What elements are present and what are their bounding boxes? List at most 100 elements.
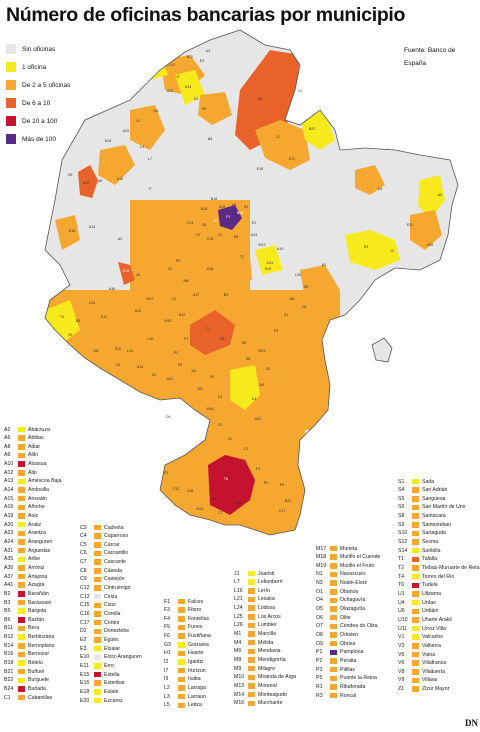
municipality-code-label: B24 (237, 211, 243, 215)
municipality-code-label: U6 (98, 179, 103, 183)
municipality-code-label: C12 (173, 487, 180, 491)
municipality-code-label: B21 (285, 499, 291, 503)
map-label-layer: U4 E3 B11 L21 I2 S14 A23 D2 S9 G3 L5 A20 B18 L3 L7 U1 B6… (60, 49, 442, 515)
municipality-code-label: P2 (174, 351, 178, 355)
municipality-code-label: M9 (198, 387, 203, 391)
municipality-code-label: B22 (309, 127, 315, 131)
municipality-code-label: E10 (265, 267, 271, 271)
municipality-code-label: B6 (258, 97, 262, 101)
municipality-code-label: F4 (256, 467, 260, 471)
municipality-code-label: S1 (284, 313, 288, 317)
legend-swatch (6, 98, 16, 108)
legend-item: De 6 a 10 (6, 94, 116, 112)
municipality-code-label: B5 (76, 319, 80, 323)
legend-item: Más de 100 (6, 130, 116, 148)
municipality-code-label: T6 (224, 477, 228, 481)
municipality-code-label: P1 (226, 215, 230, 219)
municipality-code-label: T2 (240, 255, 244, 259)
municipality-code-label: V6 (210, 375, 214, 379)
municipality-code-label: S9 (202, 107, 206, 111)
page-title: Número de oficinas bancarias por municip… (6, 4, 406, 26)
municipality-code-label: A12 (135, 309, 141, 313)
municipality-code-label: V2 (228, 437, 232, 441)
municipality-code-label: B2 (214, 219, 218, 223)
source-note: Fuente: Banco de España (404, 47, 456, 67)
municipality-code-label: A16 (207, 267, 213, 271)
municipality-code-label: F5 (178, 363, 182, 367)
alsasua-area (78, 165, 98, 198)
municipality-code-label: A9 (438, 193, 442, 197)
municipality-code-label: E20 (407, 223, 413, 227)
municipality-code-label: L21 (169, 63, 175, 67)
municipality-code-label: I2 (177, 75, 180, 79)
municipality-code-label: P5 (176, 259, 180, 263)
municipality-code-label: V5 (68, 333, 72, 337)
municipality-code-label: O8 (202, 223, 207, 227)
municipality-code-label: L26 (295, 273, 301, 277)
municipality-code-label: A24 (251, 233, 257, 237)
legend-swatch (6, 134, 16, 144)
municipality-code-label: C7 (218, 511, 223, 515)
municipality-code-label: P3 (274, 329, 278, 333)
municipality-code-label: C8 (302, 305, 307, 309)
municipality-code-label: A14 (137, 365, 143, 369)
municipality-code-label: E2 (252, 221, 256, 225)
municipality-code-label: E15 (123, 269, 129, 273)
municipality-code-label: A6 (212, 497, 216, 501)
municipality-code-label: C4 (252, 397, 257, 401)
municipality-code-label: C1 (244, 447, 249, 451)
municipality-code-label: R1 (264, 481, 269, 485)
municipality-code-label: F6 (280, 483, 284, 487)
municipality-code-label: C6 (266, 367, 271, 371)
municipality-code-label: U1 (208, 137, 213, 141)
municipality-code-label: O1 (168, 267, 173, 271)
petilla-enclave (371, 337, 393, 363)
legend-swatch (6, 116, 16, 126)
municipality-code-label: L3 (140, 145, 144, 149)
municipality-code-label: A19 (277, 247, 283, 251)
municipality-code-label: O7 (196, 233, 201, 237)
municipality-code-label: H1 (244, 205, 249, 209)
municipality-code-label: U1 (208, 137, 213, 141)
municipality-code-label: R3 (364, 245, 369, 249)
municipality-code-label: M18 (207, 407, 214, 411)
municipality-code-label: C9 (218, 423, 223, 427)
municipality-code-label: E16 (257, 167, 263, 171)
municipality-code-label: S5 (304, 285, 308, 289)
municipality-code-label: U11 (267, 261, 273, 265)
legend-item: De 10 a 100 (6, 112, 116, 130)
legend-item: Sin oficinas (6, 40, 116, 58)
municipality-code-label: S10 (115, 347, 121, 351)
municipality-code-label: M4 (260, 383, 265, 387)
municipality-code-label: L16 (147, 337, 153, 341)
municipality-code-label: T4 (60, 315, 64, 319)
municipality-code-label: M13 (259, 243, 266, 247)
pamplona-area (218, 205, 242, 230)
municipality-code-label: S14 (185, 85, 191, 89)
municipality-code-label: M19 (259, 349, 266, 353)
municipality-code-label: F1 (184, 337, 188, 341)
municipality-code-label: A2 (118, 237, 122, 241)
municipality-code-label: A37 (193, 293, 199, 297)
municipality-code-label: A31 (255, 417, 261, 421)
municipality-code-label: A13 (89, 225, 95, 229)
municipality-code-label: L5 (136, 119, 140, 123)
municipality-code-label: O6 (220, 337, 225, 341)
municipality-code-label: M10 (165, 319, 172, 323)
legend-label: De 2 a 5 oficinas (22, 81, 71, 89)
municipality-code-label: J1 (276, 135, 280, 139)
legend: Sin oficinas 1 oficina De 2 a 5 oficinas De… (6, 40, 116, 148)
municipality-code-label: L25 (89, 301, 95, 305)
municipality-code-label: L2 (172, 297, 176, 301)
municipality-code-label: T1 (206, 327, 210, 331)
municipality-code-label: M17 (147, 297, 154, 301)
tudela-area (208, 455, 255, 515)
municipality-code-label: B16 (211, 197, 217, 201)
municipality-code-label: M6 (94, 349, 99, 353)
municipality-code-label: U4 (206, 49, 211, 53)
municipality-code-label: C17 (279, 509, 286, 513)
municipality-code-label: V9 (232, 203, 236, 207)
municipality-code-label: L7 (148, 157, 152, 161)
municipality-code-label: N3 (234, 235, 239, 239)
legend-label: 1 oficina (22, 63, 47, 71)
